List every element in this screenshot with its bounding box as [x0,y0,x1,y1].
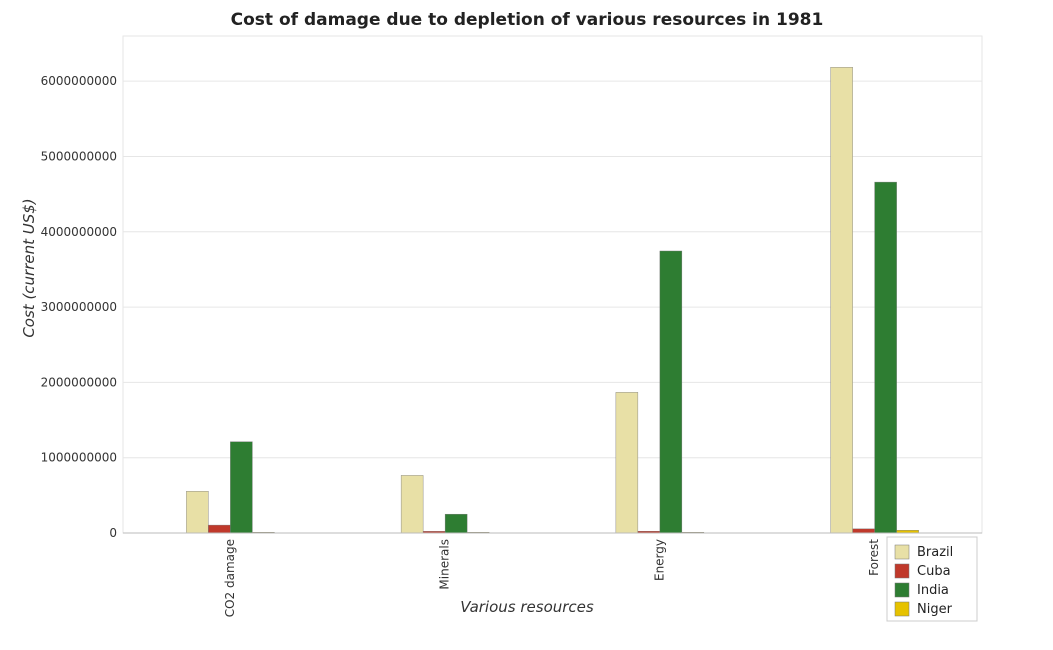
bar-cuba-co2-damage [208,524,231,534]
legend-swatch-niger [894,601,910,617]
bar-brazil-co2-damage [186,491,209,534]
bar-india-minerals [444,513,468,534]
x-tick-label: Energy [652,539,666,581]
legend: Brazil Cuba India Niger [886,536,978,622]
x-tick-label: Minerals [438,539,452,590]
bar-india-energy [659,250,683,534]
legend-label-india: India [917,583,949,598]
bar-brazil-forest [830,67,853,534]
y-tick-label: 2000000000 [41,375,117,389]
legend-label-brazil: Brazil [917,545,953,560]
bar-india-forest [874,181,897,534]
bar-india-co2-damage [230,441,253,534]
y-tick-label: 5000000000 [41,149,117,163]
legend-swatch-india [894,582,910,598]
legend-swatch-cuba [894,563,910,579]
y-axis-label: Cost (current US$) [20,198,38,337]
y-tick-label: 4000000000 [41,225,117,239]
legend-label-niger: Niger [917,602,953,617]
bar-brazil-energy [615,392,639,534]
plot-area: 0 1000000000 2000000000 3000000000 400000000… [41,35,983,617]
y-tick-label: 0 [109,526,117,540]
legend-label-cuba: Cuba [917,564,951,579]
x-tick-label: CO2 damage [223,539,237,617]
x-tick-label: Forest [867,539,881,576]
y-tick-label: 1000000000 [41,451,117,465]
y-tick-label: 3000000000 [41,300,117,314]
legend-swatch-brazil [894,544,910,560]
x-axis-label: Various resources [460,598,594,616]
y-tick-label: 6000000000 [41,74,117,88]
bar-brazil-minerals [400,475,424,534]
bar-cuba-forest [852,528,875,534]
chart-title: Cost of damage due to depletion of vario… [231,10,824,30]
